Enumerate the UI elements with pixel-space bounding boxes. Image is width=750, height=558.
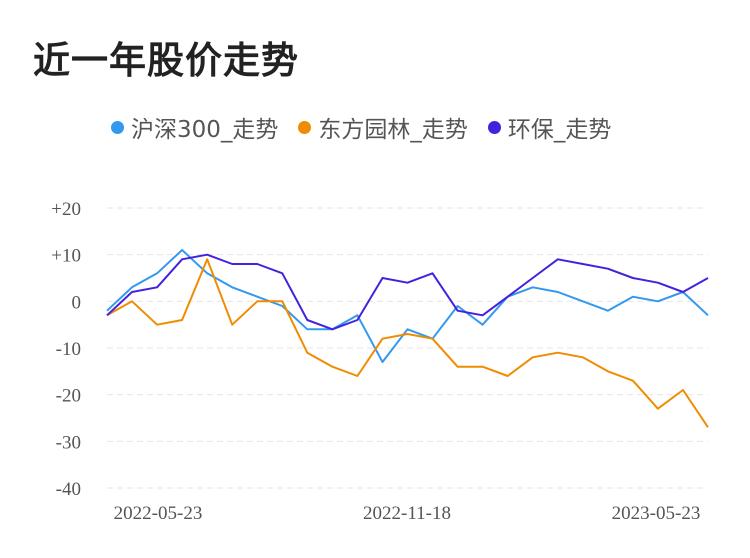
legend-item-dfyl[interactable]: 东方园林_走势	[298, 110, 468, 144]
y-tick-label: +20	[51, 199, 81, 220]
series-line-1	[106, 258, 709, 428]
y-tick-label: -40	[56, 479, 81, 500]
x-tick-label: 2023-05-23	[612, 503, 701, 524]
y-tick-label: -30	[56, 432, 81, 453]
legend-item-hs300[interactable]: 沪深300_走势	[111, 110, 278, 144]
legend-marker-env	[487, 120, 501, 134]
chart-title: 近一年股价走势	[33, 39, 299, 82]
x-axis-ticks: 2022-05-23 2022-11-18 2023-05-23	[114, 503, 701, 524]
legend: 沪深300_走势 东方园林_走势 环保_走势	[111, 110, 611, 144]
series-line-2	[106, 253, 709, 331]
series-lines	[106, 249, 709, 428]
y-tick-label: 0	[72, 292, 82, 313]
legend-marker-hs300	[111, 120, 124, 134]
legend-marker-dfyl	[298, 120, 312, 134]
y-tick-label: -10	[56, 339, 81, 360]
y-tick-label: +10	[51, 246, 81, 267]
x-tick-label: 2022-11-18	[363, 503, 451, 524]
grid-lines	[107, 207, 708, 489]
legend-item-env[interactable]: 环保_走势	[487, 110, 612, 144]
legend-label-hs300: 沪深300_走势	[131, 117, 279, 143]
x-tick-label: 2022-05-23	[114, 503, 203, 524]
legend-label-dfyl: 东方园林_走势	[318, 117, 468, 143]
legend-label-env: 环保_走势	[507, 117, 612, 143]
y-axis-ticks: +20 +10 0 -10 -20 -30 -40	[51, 199, 81, 500]
y-tick-label: -20	[56, 386, 81, 407]
series-line-0	[106, 249, 709, 363]
